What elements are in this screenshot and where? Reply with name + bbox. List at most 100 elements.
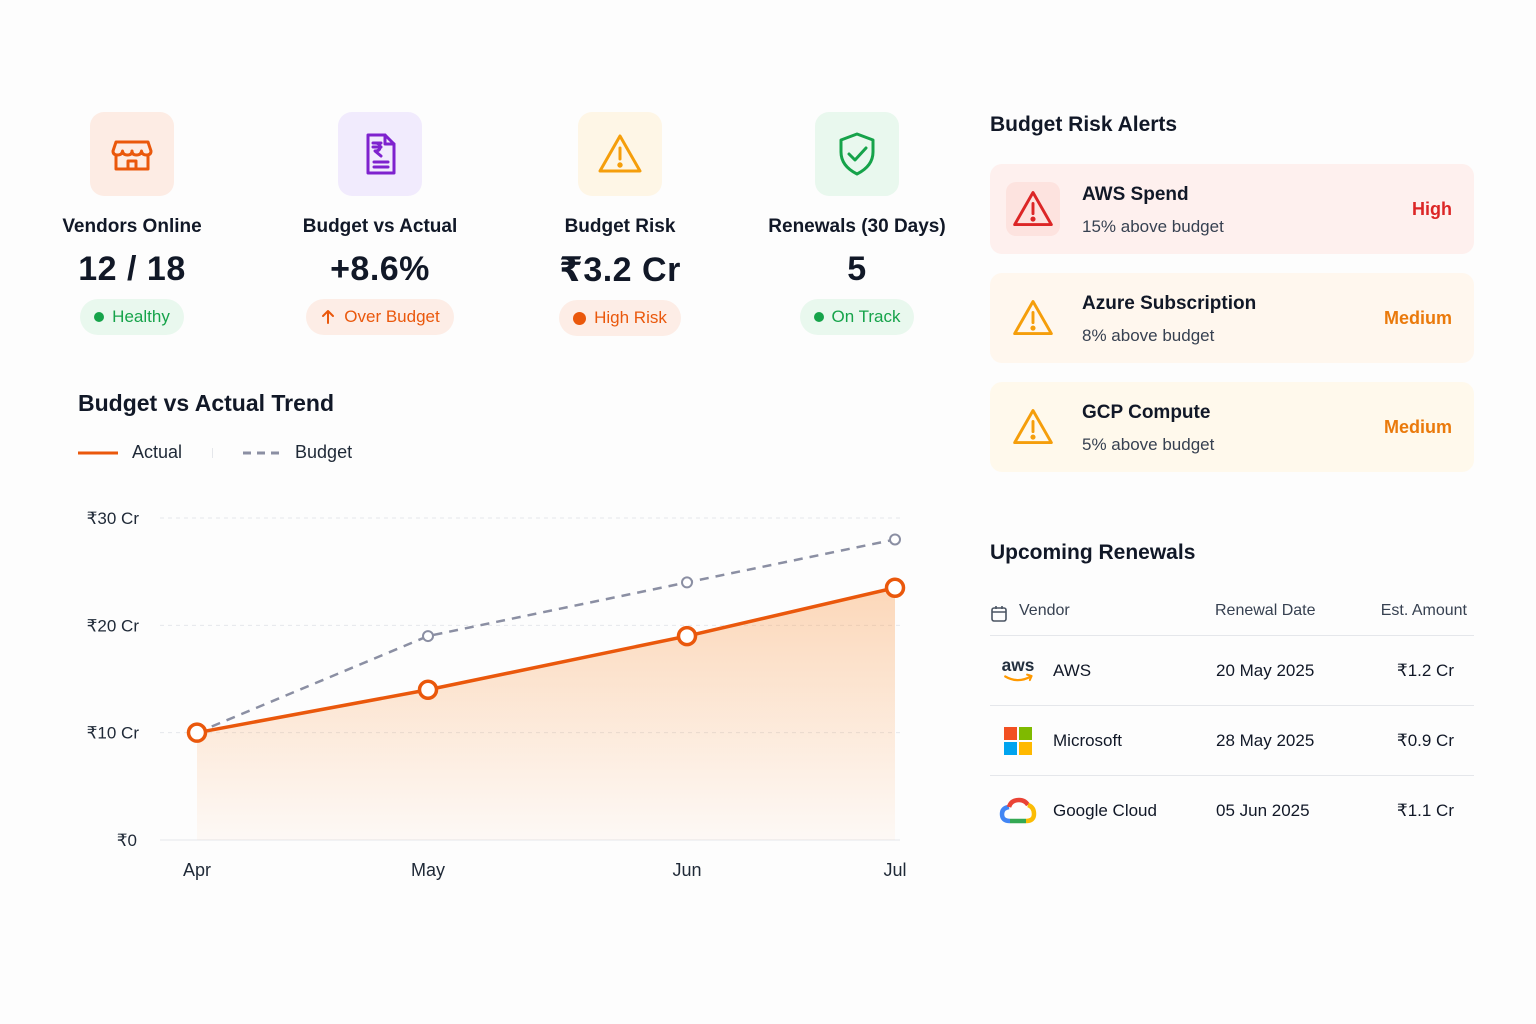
vendor-name: Microsoft	[1053, 731, 1122, 750]
kpi-renewals[interactable]: Renewals (30 Days) 5 On Track	[757, 112, 957, 335]
alert-level: Medium	[1383, 417, 1452, 437]
data-point-budget	[681, 576, 693, 589]
table-row[interactable]: aws AWS 20 May 2025 ₹1.2 Cr	[990, 636, 1474, 706]
alert-icon-wrap	[1006, 291, 1060, 345]
kpi-value: +8.6%	[330, 250, 430, 288]
alert-title: GCP Compute	[1082, 402, 1211, 423]
vendor-name: Google Cloud	[1053, 801, 1157, 820]
alert-card-aws[interactable]: AWS Spend 15% above budget High	[990, 164, 1474, 254]
status-dot-icon	[94, 312, 105, 322]
data-point-budget	[422, 630, 434, 643]
kpi-value: 5	[847, 250, 867, 288]
alert-level: Medium	[1383, 308, 1452, 328]
alert-card-azure[interactable]: Azure Subscription 8% above budget Mediu…	[990, 273, 1474, 363]
alert-level: High	[1412, 199, 1452, 219]
renewals-title: Upcoming Renewals	[990, 541, 1196, 564]
kpi-icon-wrap	[338, 112, 422, 196]
y-tick-label: ₹30 Cr	[87, 509, 140, 528]
kpi-label: Vendors Online	[62, 216, 202, 237]
alert-icon-wrap	[1006, 400, 1060, 454]
kpi-icon-wrap	[90, 112, 174, 196]
series-line-actual	[196, 586, 896, 735]
alert-title: AWS Spend	[1082, 184, 1189, 205]
kpi-budget-vs-actual[interactable]: Budget vs Actual +8.6% Over Budget	[280, 112, 480, 335]
warning-icon	[1013, 191, 1053, 227]
alert-subtitle: 5% above budget	[1082, 435, 1215, 454]
trend-chart: ₹0 ₹10 Cr ₹20 Cr ₹30 Cr Apr May Jun Jul	[87, 509, 907, 880]
alert-subtitle: 15% above budget	[1082, 217, 1224, 236]
column-header-amount[interactable]: Est. Amount	[1380, 602, 1467, 619]
status-badge-label: Healthy	[112, 307, 170, 326]
renewal-amount: ₹1.2 Cr	[1396, 661, 1454, 680]
microsoft-logo	[998, 724, 1038, 758]
status-badge-label: Over Budget	[344, 307, 440, 326]
kpi-value: 12 / 18	[78, 250, 186, 288]
warning-icon	[598, 134, 642, 173]
table-row[interactable]: Microsoft 28 May 2025 ₹0.9 Cr	[990, 706, 1474, 776]
x-tick-label: May	[411, 860, 445, 880]
legend-line-dashed-icon	[243, 451, 282, 454]
status-badge: On Track	[799, 299, 915, 335]
y-tick-label: ₹0	[117, 831, 137, 850]
status-badge-label: On Track	[831, 307, 901, 326]
kpi-budget-risk[interactable]: Budget Risk ₹3.2 Cr High Risk	[520, 112, 720, 336]
alert-icon-wrap	[1006, 182, 1060, 236]
status-badge: High Risk	[559, 300, 681, 336]
data-point-actual	[417, 679, 439, 700]
status-dot-icon	[573, 311, 587, 325]
alert-card-gcp[interactable]: GCP Compute 5% above budget Medium	[990, 382, 1474, 472]
status-badge: Healthy	[80, 299, 184, 335]
renewal-date: 20 May 2025	[1216, 661, 1315, 680]
rupee-document-icon	[366, 133, 396, 175]
x-tick-label: Apr	[183, 860, 211, 880]
legend-label: Budget	[295, 442, 353, 462]
renewal-amount: ₹1.1 Cr	[1396, 801, 1454, 820]
aws-logo: aws	[998, 654, 1038, 688]
data-point-actual	[676, 625, 698, 647]
kpi-value: ₹3.2 Cr	[559, 251, 681, 289]
renewal-date: 05 Jun 2025	[1216, 801, 1310, 820]
store-icon	[111, 140, 153, 171]
table-header: Vendor Renewal Date Est. Amount	[990, 590, 1474, 636]
chart-legend: Actual Budget	[78, 442, 352, 463]
alert-title: Azure Subscription	[1082, 293, 1257, 314]
status-badge-label: High Risk	[594, 308, 667, 327]
column-header-renewal-date[interactable]: Renewal Date	[1215, 602, 1316, 619]
kpi-icon-wrap	[578, 112, 662, 196]
y-tick-label: ₹20 Cr	[87, 616, 140, 635]
renewal-date: 28 May 2025	[1216, 731, 1315, 750]
legend-label: Actual	[132, 442, 183, 462]
warning-icon	[1013, 409, 1053, 445]
status-badge: Over Budget	[306, 299, 454, 335]
legend-item-budget[interactable]: Budget	[243, 442, 352, 463]
data-point-actual	[186, 722, 208, 743]
column-header-vendor[interactable]: Vendor	[1019, 602, 1070, 619]
legend-item-actual[interactable]: Actual	[78, 442, 182, 463]
legend-divider	[212, 447, 214, 458]
kpi-label: Budget vs Actual	[302, 216, 458, 237]
renewal-amount: ₹0.9 Cr	[1396, 731, 1454, 750]
status-dot-icon	[813, 312, 824, 322]
kpi-label: Renewals (30 Days)	[768, 216, 946, 237]
actual-area	[197, 587, 895, 840]
kpi-icon-wrap	[815, 112, 899, 196]
x-tick-label: Jul	[883, 860, 906, 880]
kpi-label: Budget Risk	[564, 216, 676, 237]
renewals-table: Vendor Renewal Date Est. Amount aws AWS …	[990, 590, 1474, 846]
vendor-name: AWS	[1053, 661, 1092, 680]
kpi-vendors-online[interactable]: Vendors Online 12 / 18 Healthy	[32, 112, 232, 335]
shield-check-icon	[839, 132, 875, 176]
google-cloud-logo	[998, 794, 1038, 828]
x-tick-label: Jun	[672, 860, 701, 880]
alert-subtitle: 8% above budget	[1082, 326, 1215, 345]
alerts-title: Budget Risk Alerts	[990, 113, 1178, 136]
warning-icon	[1013, 300, 1053, 336]
data-point-budget	[889, 533, 901, 546]
y-tick-label: ₹10 Cr	[87, 724, 140, 743]
legend-line-solid-icon	[78, 451, 118, 454]
calendar-icon	[991, 606, 1007, 622]
data-point-actual	[884, 577, 906, 599]
chart-title: Budget vs Actual Trend	[78, 390, 335, 416]
aws-logo-text: aws	[1002, 655, 1035, 675]
table-row[interactable]: Google Cloud 05 Jun 2025 ₹1.1 Cr	[990, 776, 1474, 846]
